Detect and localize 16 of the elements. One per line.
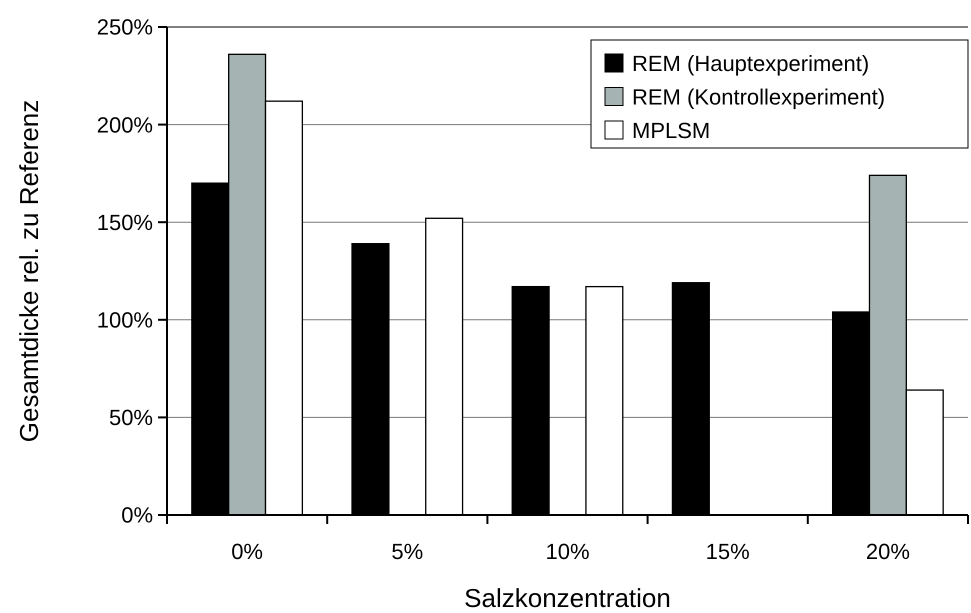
y-tick-label: 200%: [96, 112, 153, 138]
y-tick-label: 250%: [96, 14, 153, 40]
y-axis-title: Gesamtdicke rel. zu Referenz: [14, 100, 44, 442]
y-tick-label: 50%: [108, 405, 153, 430]
x-tick-label: 15%: [706, 539, 750, 564]
legend-label: REM (Kontrollexperiment): [632, 84, 886, 110]
legend-label: REM (Hauptexperiment): [632, 51, 870, 76]
legend-label: MPLSM: [632, 118, 710, 143]
x-axis-title: Salzkonzentration: [464, 583, 671, 613]
x-tick-label: 20%: [866, 539, 910, 564]
y-tick-label: 100%: [96, 308, 153, 332]
y-tick-label: 150%: [96, 210, 153, 235]
x-tick-label: 5%: [391, 539, 424, 564]
x-tick-label: 10%: [545, 539, 590, 564]
x-tick-label: 0%: [231, 539, 263, 564]
y-tick-label: 0%: [121, 502, 153, 528]
